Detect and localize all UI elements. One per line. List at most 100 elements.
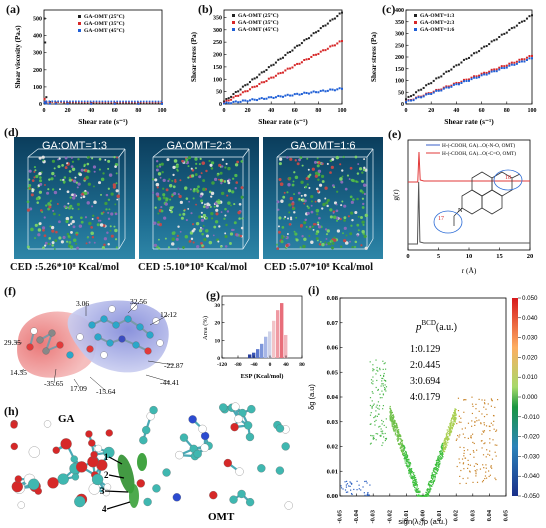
chart-c-point (525, 58, 528, 61)
chart-i-point (376, 404, 378, 406)
md-atom (204, 203, 207, 206)
chart-i-point (457, 434, 459, 437)
md-atom (306, 211, 310, 215)
complex-atom (47, 477, 59, 489)
chart-i-point (385, 390, 387, 392)
md-atom (361, 206, 365, 209)
chart-i-point (390, 411, 392, 414)
md-atom (211, 181, 215, 185)
md-atom (75, 181, 79, 184)
chart-a-point (78, 100, 80, 103)
md-atom (37, 233, 41, 237)
md-atom (105, 193, 109, 197)
chart-i-point (451, 427, 453, 430)
md-atom (294, 175, 299, 180)
chart-c-ytick-label: 250 (395, 43, 404, 49)
md-atom (234, 173, 238, 178)
md-atom (279, 182, 284, 187)
omt-structure (433, 169, 523, 234)
md-atom (34, 223, 38, 227)
md-atom (289, 218, 293, 221)
chart-i-point (433, 471, 435, 473)
md-atom (317, 223, 320, 226)
md-atom (26, 245, 30, 249)
esp-value: -15.64 (96, 387, 116, 396)
chart-c-point (470, 54, 473, 57)
md-atom (169, 206, 173, 210)
chart-i-point (443, 446, 445, 449)
md-atom (76, 202, 81, 207)
chart-i-point (384, 362, 386, 364)
md-atom (70, 165, 74, 168)
chart-b-point (272, 63, 275, 66)
md-atom (68, 177, 71, 180)
chart-b-point (258, 97, 261, 100)
chart-c-point (515, 24, 518, 27)
chart-i-point (448, 432, 451, 434)
md-atom (200, 172, 203, 175)
md-atom (340, 204, 343, 207)
md-atom (300, 194, 303, 197)
chart-i-point (436, 461, 438, 463)
chart-i-point (370, 423, 372, 425)
chart-i-point (346, 483, 349, 485)
chart-i-point (391, 419, 393, 422)
chart-i-point (369, 361, 371, 363)
esp-value-leader (73, 378, 81, 389)
chart-a-point (104, 100, 107, 103)
chart-i-point (467, 459, 469, 461)
md-atom (88, 221, 92, 226)
chart-a-point (72, 100, 74, 103)
chart-b-point (305, 58, 308, 61)
chart-a-point (145, 101, 148, 104)
chart-a-point (139, 101, 142, 104)
md-atom (110, 234, 114, 238)
md-atom (55, 230, 58, 234)
chart-i-point (453, 418, 455, 420)
chart-c-point (450, 85, 453, 88)
md-atom (92, 214, 95, 217)
chart-i-point (443, 442, 445, 445)
chart-i-point (440, 454, 442, 456)
chart-i-point (391, 414, 393, 417)
nci-arrow (108, 474, 125, 479)
chart-i-point (379, 425, 381, 427)
chart-b-legend-entry: GA-OMT (25°C) (238, 12, 279, 19)
colorbar-label: -0.010 (522, 414, 540, 421)
chart-a-legend-marker (78, 22, 81, 25)
md-atom (322, 202, 326, 207)
md-atom (210, 167, 214, 170)
chart-i-point (428, 484, 431, 486)
chart-i-point (437, 466, 440, 468)
md-atom (362, 202, 365, 206)
chart-i-point (485, 477, 488, 479)
chart-c-point (452, 65, 455, 68)
chart-a-point (107, 101, 110, 104)
md-atom (303, 202, 306, 205)
chart-i-point (375, 359, 377, 361)
chart-i-point (465, 399, 467, 401)
md-atom (239, 234, 243, 238)
md-atom (162, 178, 166, 183)
md-atom (349, 166, 353, 170)
chart-c-point (531, 54, 533, 57)
chart-i-point (427, 484, 430, 486)
chart-i-point (373, 416, 375, 419)
md-atom (230, 204, 232, 207)
chart-b-point (246, 83, 249, 86)
complex-atom (91, 473, 104, 486)
md-atom (362, 183, 367, 187)
chart-b-ytick-label: 100 (213, 77, 222, 83)
md-atom (86, 162, 90, 166)
md-atom (330, 165, 334, 169)
md-atom (303, 193, 307, 197)
md-atom (107, 167, 110, 170)
chart-i-point (467, 422, 470, 424)
chart-i-point (475, 417, 477, 419)
md-atom (56, 202, 59, 205)
chart-i-point (459, 434, 461, 436)
md-atom (100, 212, 104, 215)
chart-i-point (490, 405, 492, 407)
